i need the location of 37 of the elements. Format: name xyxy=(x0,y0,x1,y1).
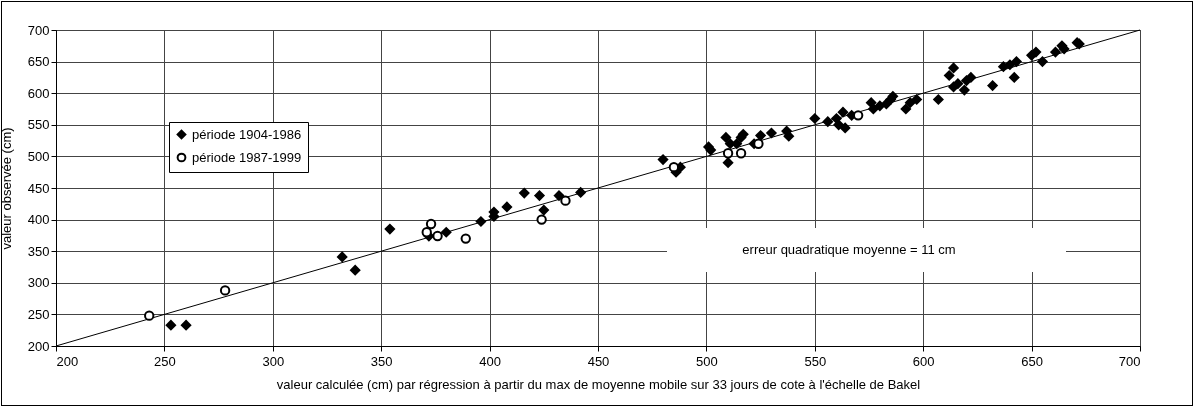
y-tick-label: 600 xyxy=(27,85,50,101)
point xyxy=(735,148,747,159)
x-tick-label: 600 xyxy=(912,353,935,369)
y-tick-label: 250 xyxy=(27,306,50,322)
x-tick-label: 300 xyxy=(262,353,285,369)
y-tick-label: 300 xyxy=(27,275,50,291)
point xyxy=(421,227,432,238)
x-tick-label: 200 xyxy=(56,353,79,369)
x-tick-label: 400 xyxy=(479,353,501,369)
y-tick-label: 200 xyxy=(27,338,50,354)
legend-label: période 1987-1999 xyxy=(192,149,302,165)
point xyxy=(560,195,571,206)
point xyxy=(432,230,443,242)
point xyxy=(219,285,231,296)
point xyxy=(144,310,155,321)
y-tick-label: 500 xyxy=(27,148,50,164)
x-tick-label: 250 xyxy=(154,353,176,369)
x-tick-label: 700 xyxy=(1118,353,1141,369)
legend-label: période 1904-1986 xyxy=(192,126,302,142)
x-tick-label: 500 xyxy=(696,353,718,369)
y-tick-label: 700 xyxy=(27,22,50,38)
x-tick-label: 650 xyxy=(1021,353,1043,369)
point xyxy=(460,233,471,244)
y-tick-label: 550 xyxy=(27,117,50,133)
point xyxy=(425,218,437,230)
point xyxy=(722,148,734,159)
y-tick-label: 650 xyxy=(27,54,50,70)
x-axis-title: valeur calculée (cm) par régression à partir du max de moyenne mobile sur 33 jours de cote à l'échelle de Bakel xyxy=(276,376,921,392)
x-tick-label: 550 xyxy=(804,353,827,369)
y-tick-label: 350 xyxy=(27,243,50,259)
y-tick-label: 400 xyxy=(27,212,50,228)
y-tick-label: 450 xyxy=(27,180,50,196)
x-tick-label: 450 xyxy=(587,353,610,369)
point xyxy=(536,214,547,225)
x-tick-label: 350 xyxy=(370,353,393,369)
annotation: erreur quadratique moyenne = 11 cm xyxy=(742,242,956,257)
y-axis-title: valeur observée (cm) xyxy=(0,127,14,250)
